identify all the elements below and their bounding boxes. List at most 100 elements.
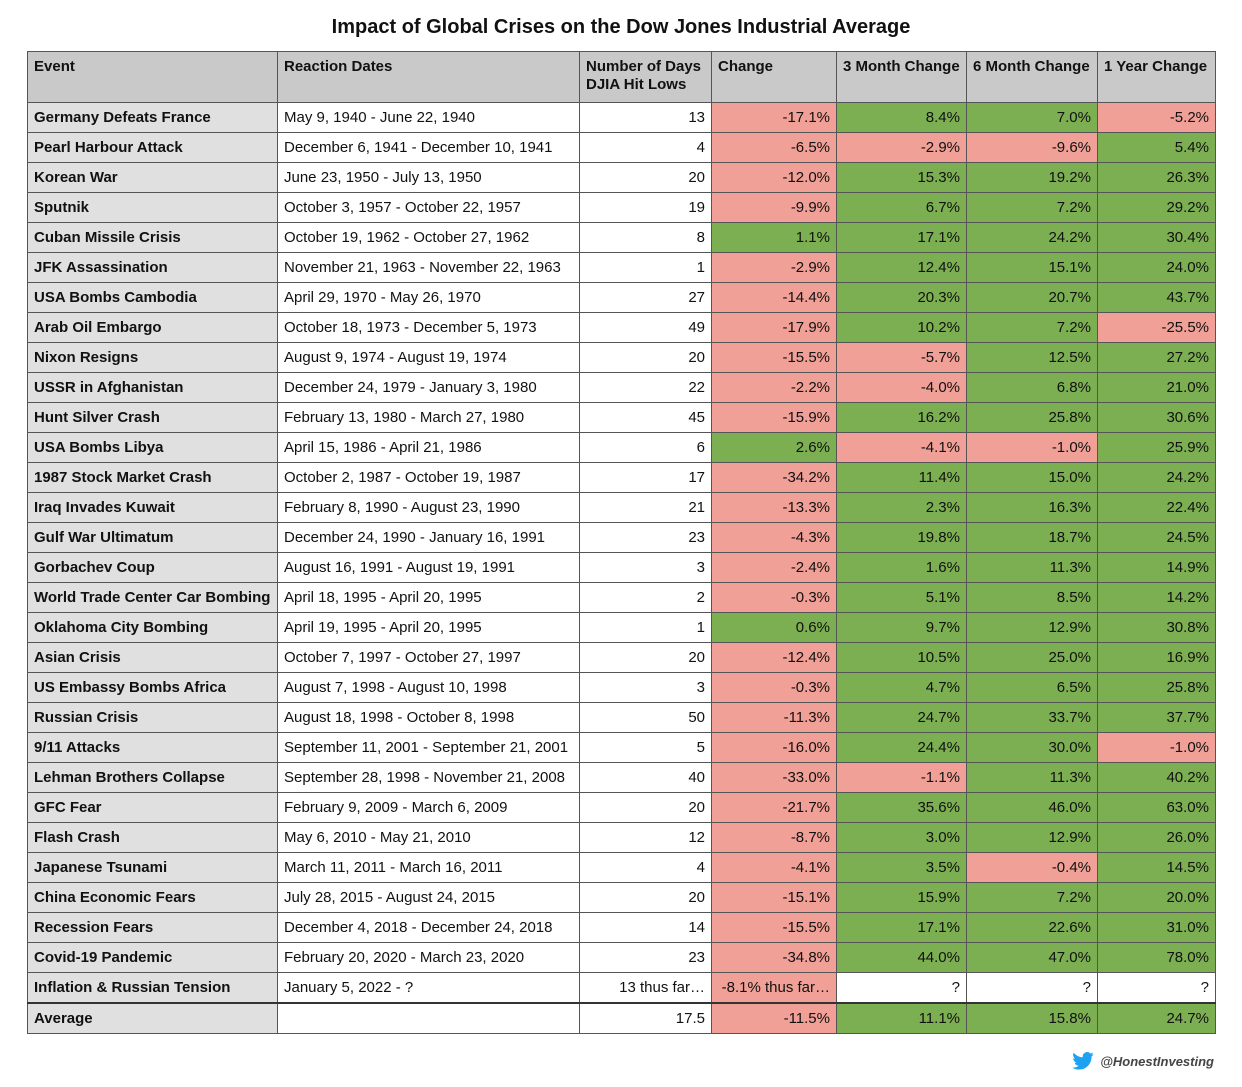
table-cell: 8 <box>579 222 712 253</box>
table-cell: October 19, 1962 - October 27, 1962 <box>277 222 580 253</box>
table-row: Inflation & Russian Tension January 5, 20… <box>27 972 1216 1004</box>
table-cell: 6 <box>579 432 712 463</box>
table-cell: March 11, 2011 - March 16, 2011 <box>277 852 580 883</box>
table-row: Recession Fears December 4, 2018 - Decemb… <box>27 912 1216 943</box>
table-cell: 9.7% <box>836 612 967 643</box>
table-cell: 24.2% <box>1097 462 1216 493</box>
table-cell: 5.1% <box>836 582 967 613</box>
table-cell: China Economic Fears <box>27 882 278 913</box>
column-header: Number of Days DJIA Hit Lows <box>579 51 712 103</box>
table-cell: ? <box>836 972 967 1004</box>
table-cell: -0.3% <box>711 582 837 613</box>
table-cell: 14.5% <box>1097 852 1216 883</box>
table-cell: -16.0% <box>711 732 837 763</box>
table-cell: 47.0% <box>966 942 1098 973</box>
table-row: Flash Crash May 6, 2010 - May 21, 2010 12-… <box>27 822 1216 853</box>
table-row: USSR in Afghanistan December 24, 1979 - J… <box>27 372 1216 403</box>
table-cell: 19.8% <box>836 522 967 553</box>
table-cell: August 9, 1974 - August 19, 1974 <box>277 342 580 373</box>
table-cell: -9.6% <box>966 132 1098 163</box>
table-cell: Inflation & Russian Tension <box>27 972 278 1004</box>
table-row: JFK Assassination November 21, 1963 - Nov… <box>27 252 1216 283</box>
table-cell: 24.7% <box>836 702 967 733</box>
table-cell: 24.7% <box>1097 1002 1216 1034</box>
table-cell: 7.2% <box>966 192 1098 223</box>
table-cell: 78.0% <box>1097 942 1216 973</box>
table-cell: 26.0% <box>1097 822 1216 853</box>
table-cell: 1.1% <box>711 222 837 253</box>
table-cell: 3 <box>579 552 712 583</box>
table-cell: 26.3% <box>1097 162 1216 193</box>
table-row: Russian Crisis August 18, 1998 - October … <box>27 702 1216 733</box>
table-cell: 5.4% <box>1097 132 1216 163</box>
table-cell: 21 <box>579 492 712 523</box>
table-cell: -2.9% <box>711 252 837 283</box>
table-cell: May 9, 1940 - June 22, 1940 <box>277 102 580 133</box>
column-header: 6 Month Change <box>966 51 1098 103</box>
table-cell: -34.2% <box>711 462 837 493</box>
table-cell: 24.5% <box>1097 522 1216 553</box>
table-cell: 16.9% <box>1097 642 1216 673</box>
table-cell: World Trade Center Car Bombing <box>27 582 278 613</box>
table-cell: Flash Crash <box>27 822 278 853</box>
table-cell: -13.3% <box>711 492 837 523</box>
table-cell: 23 <box>579 942 712 973</box>
table-cell: -11.5% <box>711 1002 837 1034</box>
table-cell: 24.0% <box>1097 252 1216 283</box>
table-cell: 10.5% <box>836 642 967 673</box>
table-cell: Gulf War Ultimatum <box>27 522 278 553</box>
table-cell: September 11, 2001 - September 21, 2001 <box>277 732 580 763</box>
crises-table: Event Reaction Dates Number of Days DJIA H… <box>27 51 1216 1034</box>
table-cell: 25.8% <box>1097 672 1216 703</box>
table-cell: 13 <box>579 102 712 133</box>
table-cell: 15.1% <box>966 252 1098 283</box>
table-cell: JFK Assassination <box>27 252 278 283</box>
table-row: Iraq Invades Kuwait February 8, 1990 - Au… <box>27 492 1216 523</box>
table-row: Japanese Tsunami March 11, 2011 - March 1… <box>27 852 1216 883</box>
table-cell: April 18, 1995 - April 20, 1995 <box>277 582 580 613</box>
table-cell: 25.9% <box>1097 432 1216 463</box>
table-cell: August 16, 1991 - August 19, 1991 <box>277 552 580 583</box>
table-cell: ? <box>966 972 1098 1004</box>
table-cell: 4.7% <box>836 672 967 703</box>
table-cell: Cuban Missile Crisis <box>27 222 278 253</box>
table-cell: -2.9% <box>836 132 967 163</box>
table-cell: -0.4% <box>966 852 1098 883</box>
table-cell: 1 <box>579 612 712 643</box>
table-cell: 17 <box>579 462 712 493</box>
table-cell: 1 <box>579 252 712 283</box>
table-cell: Pearl Harbour Attack <box>27 132 278 163</box>
table-cell: 35.6% <box>836 792 967 823</box>
table-cell: -11.3% <box>711 702 837 733</box>
table-cell: 12.9% <box>966 822 1098 853</box>
table-cell: 20 <box>579 792 712 823</box>
table-cell: 2.6% <box>711 432 837 463</box>
table-cell: 16.2% <box>836 402 967 433</box>
table-cell: -17.9% <box>711 312 837 343</box>
table-cell: 11.1% <box>836 1002 967 1034</box>
table-cell: December 24, 1990 - January 16, 1991 <box>277 522 580 553</box>
table-row: Nixon Resigns August 9, 1974 - August 19,… <box>27 342 1216 373</box>
table-cell: 5 <box>579 732 712 763</box>
table-row: Korean War June 23, 1950 - July 13, 1950 2… <box>27 162 1216 193</box>
table-cell: April 29, 1970 - May 26, 1970 <box>277 282 580 313</box>
table-cell: 15.3% <box>836 162 967 193</box>
table-cell: 50 <box>579 702 712 733</box>
table-cell: USA Bombs Cambodia <box>27 282 278 313</box>
table-cell: 15.8% <box>966 1002 1098 1034</box>
table-cell: August 7, 1998 - August 10, 1998 <box>277 672 580 703</box>
table-row: Hunt Silver Crash February 13, 1980 - Mar… <box>27 402 1216 433</box>
table-cell: August 18, 1998 - October 8, 1998 <box>277 702 580 733</box>
table-cell: GFC Fear <box>27 792 278 823</box>
table-cell: -4.3% <box>711 522 837 553</box>
table-cell: 20.3% <box>836 282 967 313</box>
table-cell: 8.5% <box>966 582 1098 613</box>
table-cell: 22 <box>579 372 712 403</box>
table-cell: 37.7% <box>1097 702 1216 733</box>
table-cell: 10.2% <box>836 312 967 343</box>
table-cell: -6.5% <box>711 132 837 163</box>
table-cell: 0.6% <box>711 612 837 643</box>
table-cell: Russian Crisis <box>27 702 278 733</box>
table-cell: October 2, 1987 - October 19, 1987 <box>277 462 580 493</box>
table-cell: 14 <box>579 912 712 943</box>
